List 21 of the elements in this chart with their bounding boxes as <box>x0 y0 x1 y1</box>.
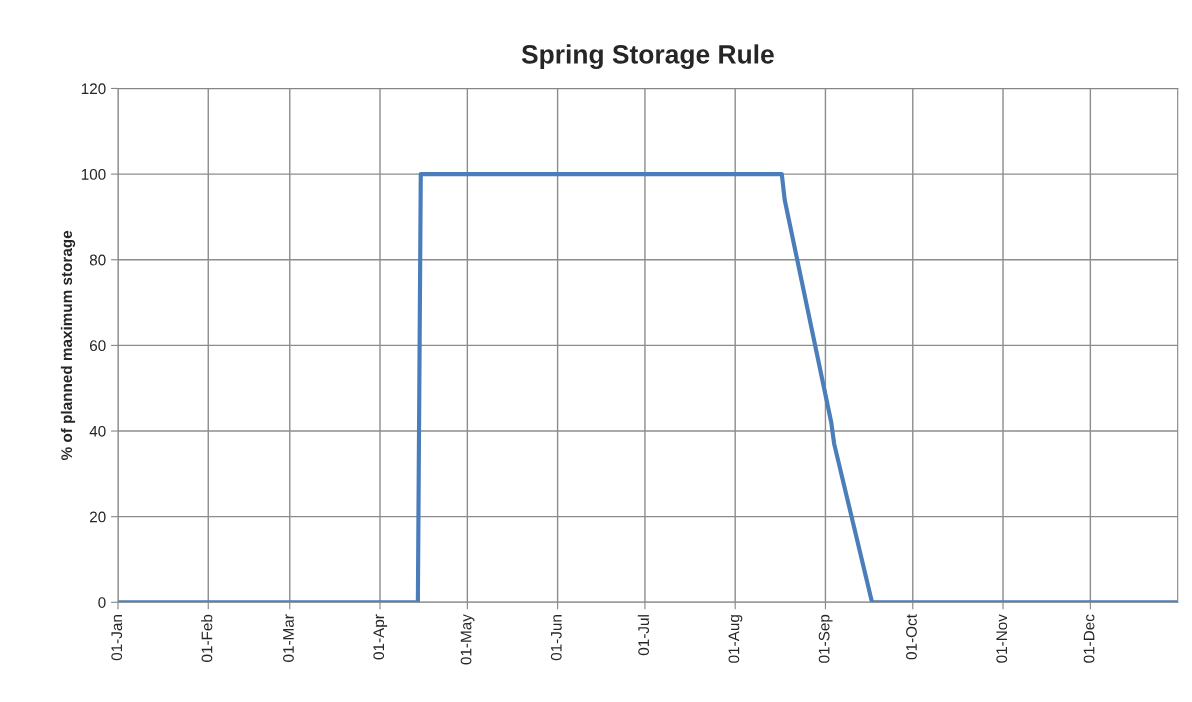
x-tick-label: 01-Jun <box>550 615 562 661</box>
y-tick-label: 60 <box>89 340 106 352</box>
y-axis-title: % of planned maximum storage <box>60 230 76 461</box>
x-tick-label: 01-Aug <box>728 615 743 663</box>
x-tick-label: 01-Feb <box>201 614 213 662</box>
x-tick-label: 01-Mar <box>283 614 294 662</box>
y-tick-label: 100 <box>81 168 106 180</box>
y-tick-label: 120 <box>81 83 106 95</box>
x-tick-label: 01-Jan <box>111 615 123 661</box>
y-tick-label: 40 <box>89 425 106 437</box>
x-tick-label: 01-May <box>460 614 475 665</box>
x-tick-label: 01-Nov <box>996 614 1008 663</box>
y-tick-label: 20 <box>89 511 106 523</box>
x-tick-label: 01-Sep <box>818 614 833 663</box>
x-tick-label: 01-Apr <box>373 614 388 660</box>
y-tick-label: 0 <box>98 597 106 608</box>
x-tick-label: 01-Jul <box>637 615 650 656</box>
chart-title: Spring Storage Rule <box>521 44 774 70</box>
x-tick-label: 01-Oct <box>906 614 917 660</box>
y-tick-label: 80 <box>89 254 106 266</box>
x-tick-label: 01-Dec <box>1083 614 1095 663</box>
